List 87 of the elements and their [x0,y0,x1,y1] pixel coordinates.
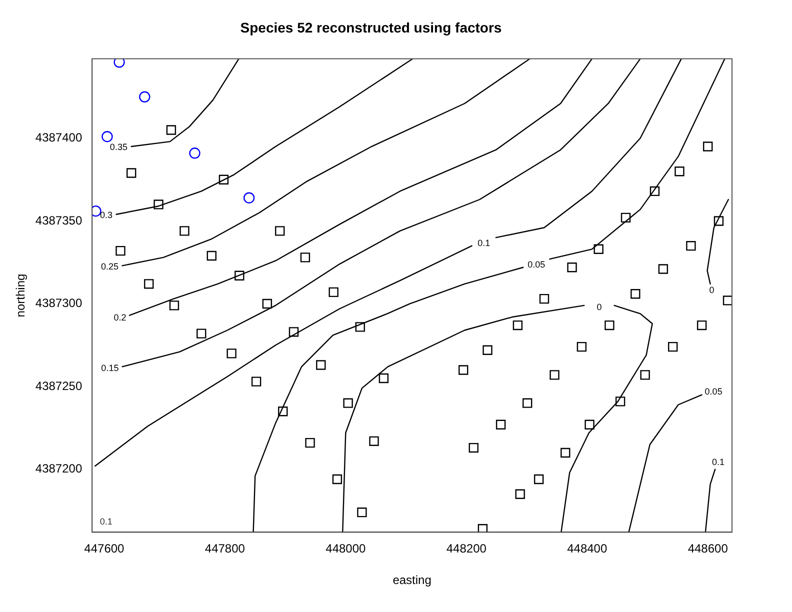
point [316,360,326,370]
point [522,398,532,408]
point [703,142,713,152]
series-label: 0.35 [110,142,128,152]
point [251,376,262,386]
point [218,174,229,184]
point [180,226,190,236]
chart-title: Species 52 reconstructed using factors [240,19,502,36]
point [560,448,570,458]
point [550,370,560,380]
point [189,148,200,159]
point [668,342,678,352]
point [357,507,367,518]
point [468,442,478,453]
point [478,524,488,532]
x-tick-label: 447800 [204,542,246,556]
y-tick-label: 4387300 [35,296,82,310]
series-label: 0 [596,302,602,312]
point [139,91,150,102]
point [615,396,626,406]
point [278,406,288,416]
point [166,125,176,135]
point [369,436,379,446]
y-tick-label: 4387350 [35,213,82,228]
point [512,320,523,330]
point [378,373,389,384]
point [305,438,315,448]
point [594,244,604,254]
series-label: 0.25 [101,262,119,272]
series-label: 0.2 [114,312,126,322]
point [674,166,684,176]
y-tick-label: 4387400 [35,130,82,145]
series-label: 0.15 [101,362,119,373]
annotation: 0.1 [100,516,112,527]
x-tick-label: 448000 [326,542,366,556]
x-tick-label: 448400 [567,542,608,556]
point [604,320,614,330]
series-label: 0.1 [712,457,725,468]
point [458,365,468,375]
point [300,252,310,262]
point [154,200,164,210]
point [328,287,338,298]
point [144,279,154,289]
point [620,212,631,223]
x-tick-label: 448600 [688,542,728,556]
point [567,262,577,272]
point [126,168,136,178]
point [288,327,299,337]
series-label: 0.05 [704,386,722,397]
point [275,226,285,236]
point [630,289,640,299]
point [169,300,180,310]
point [234,270,244,280]
point [534,474,544,484]
series-label: 0 [709,285,714,296]
point [226,348,236,358]
point [343,398,353,408]
point [355,322,365,332]
point [332,474,342,484]
point [482,345,492,355]
y-tick-label: 4387250 [35,378,82,393]
point [696,320,707,330]
point [206,250,216,261]
point [262,298,272,309]
point [114,58,125,68]
point [650,186,660,196]
point [496,420,506,430]
point [515,489,525,499]
point [196,328,206,338]
point [640,370,650,380]
point [686,241,696,251]
point [576,342,587,352]
point [584,420,594,430]
point [102,130,113,142]
point [714,216,724,226]
series-label: 0.1 [478,238,490,248]
series-label: 0.05 [528,260,546,270]
x-tick-label: 447600 [84,542,125,556]
point [539,294,550,304]
point [116,246,126,256]
x-axis-title: easting [392,573,432,588]
point [658,264,668,274]
y-axis-title: northing [14,274,28,318]
x-tick-label: 448200 [446,542,487,556]
series-label: 0.3 [100,210,112,220]
point [243,192,255,204]
y-tick-label: 4387200 [35,462,82,476]
